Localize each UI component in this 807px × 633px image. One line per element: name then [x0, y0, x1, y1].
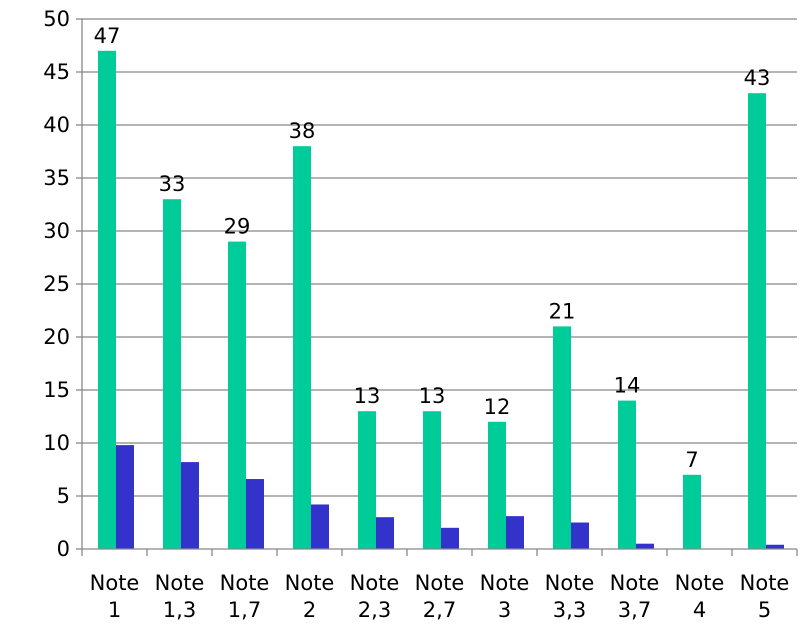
x-tick-label: Note 2,3 — [350, 571, 400, 622]
data-label: 13 — [419, 384, 446, 408]
x-tick-label-line: 3 — [498, 598, 511, 622]
x-tick-label: Note 2 — [285, 571, 335, 622]
x-tick-label: Note 1 — [90, 571, 140, 622]
x-tick-label-line: Note — [350, 571, 400, 595]
bar-series-1 — [618, 400, 636, 549]
y-tick-label: 15 — [43, 378, 70, 402]
x-tick-label: Note 3 — [480, 571, 530, 622]
x-tick-label-line: 5 — [758, 598, 771, 622]
data-label: 43 — [744, 66, 771, 90]
x-tick-label-line: 3,7 — [618, 598, 651, 622]
y-tick-label: 45 — [43, 60, 70, 84]
x-tick-label-line: 2,3 — [358, 598, 391, 622]
bar-series-1 — [423, 411, 441, 549]
bar-series-1 — [98, 50, 116, 550]
x-tick-label-line: Note — [545, 571, 595, 595]
x-tick-label-line: 4 — [693, 598, 706, 622]
y-tick-label: 35 — [43, 166, 70, 190]
x-tick-label: Note 3,3 — [545, 571, 595, 622]
bar-series-2 — [376, 517, 394, 549]
x-tick-label-line: 2 — [303, 598, 316, 622]
x-tick-label-line: Note — [415, 571, 465, 595]
x-tick-label-line: 3,3 — [553, 598, 586, 622]
x-tick-label: Note 5 — [740, 571, 790, 622]
bar-series-2 — [311, 504, 329, 549]
x-tick-label: Note 2,7 — [415, 571, 465, 622]
bar-series-1 — [293, 146, 311, 549]
y-tick-label: 30 — [43, 219, 70, 243]
data-label: 13 — [354, 384, 381, 408]
bar-series-2 — [181, 462, 199, 549]
x-tick-label-line: 1,7 — [228, 598, 261, 622]
data-label: 7 — [685, 448, 698, 472]
data-label: 33 — [159, 172, 186, 196]
axes — [76, 18, 798, 556]
y-tick-label: 20 — [43, 325, 70, 349]
x-tick-label-line: Note — [285, 571, 335, 595]
x-tick-label-line: Note — [220, 571, 270, 595]
data-label: 38 — [289, 119, 316, 143]
bar-series-2 — [116, 445, 134, 549]
bar-series-1 — [163, 199, 181, 549]
y-tick-label: 10 — [43, 431, 70, 455]
bar-series-1 — [553, 326, 571, 549]
bar-series-2 — [571, 522, 589, 549]
bar-series-2 — [766, 544, 784, 549]
x-tick-label-line: 1 — [108, 598, 121, 622]
data-label: 21 — [549, 299, 576, 323]
y-tick-label: 50 — [43, 7, 70, 31]
data-label: 47 — [94, 24, 121, 48]
bar-series-1 — [358, 411, 376, 549]
bar-series-1 — [488, 421, 506, 549]
x-tick-label-line: Note — [610, 571, 660, 595]
y-tick-label: 40 — [43, 113, 70, 137]
x-tick-label-line: Note — [155, 571, 205, 595]
x-tick-label: Note 1,3 — [155, 571, 205, 622]
bar-series-1 — [228, 241, 246, 549]
bar-series-2 — [636, 543, 654, 549]
bar-series-2 — [506, 516, 524, 549]
y-tick-label: 0 — [57, 537, 70, 561]
gridlines — [82, 18, 797, 497]
x-tick-label-line: Note — [675, 571, 725, 595]
x-tick-label-line: 2,7 — [423, 598, 456, 622]
y-tick-label: 25 — [43, 272, 70, 296]
bar-series-1 — [748, 93, 766, 549]
y-tick-label: 5 — [57, 484, 70, 508]
data-label: 12 — [484, 395, 511, 419]
x-tick-label-line: Note — [480, 571, 530, 595]
bar-series-2 — [441, 527, 459, 549]
bar-series-1 — [683, 474, 701, 549]
x-tick-label-line: 1,3 — [163, 598, 196, 622]
data-label: 14 — [614, 374, 641, 398]
x-tick-label: Note 3,7 — [610, 571, 660, 622]
bars — [98, 50, 784, 550]
x-tick-label: Note 1,7 — [220, 571, 270, 622]
x-tick-label-line: Note — [90, 571, 140, 595]
data-label: 29 — [224, 215, 251, 239]
x-tick-label-line: Note — [740, 571, 790, 595]
x-tick-label: Note 4 — [675, 571, 725, 622]
bar-series-2 — [246, 479, 264, 549]
